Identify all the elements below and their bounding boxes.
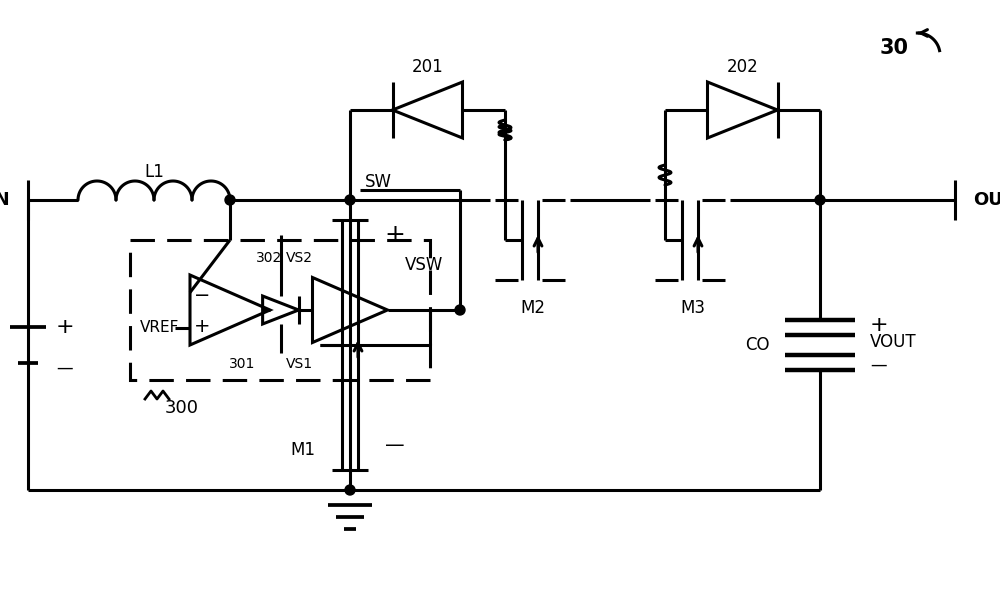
Text: VS1: VS1 xyxy=(286,358,313,372)
Text: VS2: VS2 xyxy=(286,251,313,265)
Text: SW: SW xyxy=(365,173,392,191)
Bar xyxy=(130,240,430,380)
Text: −: − xyxy=(194,287,210,306)
Text: M1: M1 xyxy=(290,441,315,459)
Text: L1: L1 xyxy=(144,163,164,181)
Text: —: — xyxy=(56,359,73,377)
Text: 302: 302 xyxy=(256,251,282,265)
Circle shape xyxy=(815,195,825,205)
Text: 202: 202 xyxy=(727,58,758,76)
Text: +: + xyxy=(870,315,889,335)
Text: M2: M2 xyxy=(520,299,545,317)
Circle shape xyxy=(455,305,465,315)
Text: M3: M3 xyxy=(680,299,705,317)
Text: 301: 301 xyxy=(229,358,256,372)
Circle shape xyxy=(225,195,235,205)
Text: IN: IN xyxy=(0,191,10,209)
Text: VREF: VREF xyxy=(140,320,179,335)
Text: +: + xyxy=(56,317,75,337)
Circle shape xyxy=(345,485,355,495)
Circle shape xyxy=(345,195,355,205)
Text: —: — xyxy=(870,356,887,374)
Text: +: + xyxy=(194,317,210,336)
Text: VSW: VSW xyxy=(405,256,443,274)
Text: VOUT: VOUT xyxy=(870,333,917,351)
Text: 201: 201 xyxy=(412,58,443,76)
Text: OUT: OUT xyxy=(973,191,1000,209)
Text: +: + xyxy=(385,223,405,247)
Text: —: — xyxy=(385,436,405,454)
Text: 300: 300 xyxy=(165,399,199,417)
Text: CO: CO xyxy=(746,336,770,354)
Text: 30: 30 xyxy=(880,38,909,58)
